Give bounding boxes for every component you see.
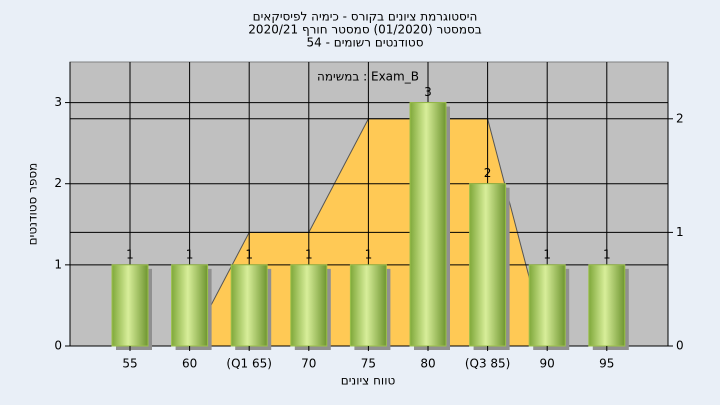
bar xyxy=(290,264,328,347)
bar xyxy=(528,264,566,347)
x-tick-label: 55 xyxy=(122,357,137,371)
bar xyxy=(409,102,447,347)
x-tick-label: 90 xyxy=(540,357,555,371)
bar xyxy=(111,264,149,347)
y-tick-label: 1 xyxy=(54,257,62,271)
y-axis-label: מספר סטודנטים xyxy=(26,163,40,246)
x-tick-label: 95 xyxy=(599,357,614,371)
y-tick-label: 3 xyxy=(54,95,62,109)
bar xyxy=(469,183,507,347)
bar xyxy=(349,264,387,347)
x-tick-label: (Q1 65) xyxy=(226,357,272,371)
x-tick-label: 60 xyxy=(182,357,197,371)
y2-tick-label: 2 xyxy=(676,111,684,125)
y-tick-label: 0 xyxy=(54,339,62,353)
y2-tick-label: 1 xyxy=(676,225,684,239)
bar xyxy=(588,264,626,347)
x-tick-label: 70 xyxy=(301,357,316,371)
y2-tick-label: 0 xyxy=(676,339,684,353)
y-tick-label: 2 xyxy=(54,176,62,190)
value-label: 1 xyxy=(305,247,313,261)
x-axis-label: טווח ציונים xyxy=(341,374,396,388)
x-tick-label: 80 xyxy=(420,357,435,371)
value-label: 3 xyxy=(424,85,432,99)
value-label: 1 xyxy=(543,247,551,261)
value-label: 1 xyxy=(126,247,134,261)
value-label: 1 xyxy=(603,247,611,261)
x-tick-label: 75 xyxy=(361,357,376,371)
bar xyxy=(230,264,268,347)
value-label: 1 xyxy=(186,247,194,261)
x-tick-label: (Q3 85) xyxy=(465,357,511,371)
bar xyxy=(171,264,209,347)
value-label: 2 xyxy=(484,166,492,180)
value-label: 1 xyxy=(365,247,373,261)
chart-subtitle: סטודנטים רשומים - 54 xyxy=(306,36,423,50)
chart-subtitle: בסמסטר (01/2020) סמסטר חורף 2020/21 xyxy=(248,23,481,37)
chart-title: היסטוגרמת ציונים בקורס - כימיה לפיסיקאים xyxy=(253,10,478,24)
value-label: 1 xyxy=(245,247,253,261)
